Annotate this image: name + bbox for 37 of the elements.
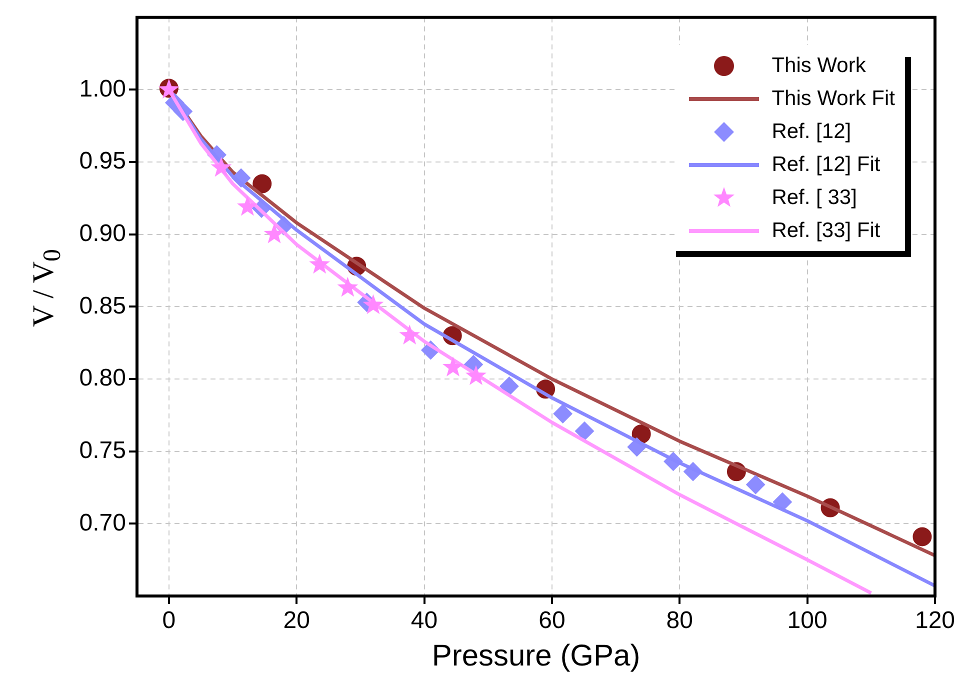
y-tick-label: 0.80: [79, 364, 126, 392]
point: [746, 475, 766, 494]
point: [210, 156, 232, 177]
y-tick-label: 0.85: [79, 292, 126, 320]
point: [337, 276, 358, 297]
x-tick-label: 20: [283, 607, 310, 634]
x-tick-label: 120: [914, 607, 956, 634]
legend-label: Ref. [ 33]: [772, 186, 857, 210]
x-axis-title: Pressure (GPa): [432, 639, 640, 672]
point: [553, 404, 572, 424]
legend-label: Ref. [12] Fit: [772, 152, 880, 177]
point: [912, 527, 932, 546]
point: [309, 254, 330, 274]
y-tick-label: 1.00: [79, 75, 126, 102]
x-tick-label: 100: [787, 607, 828, 634]
legend-label: This Work Fit: [772, 86, 895, 111]
x-tick-label: 40: [410, 607, 438, 634]
y-tick-label: 0.75: [79, 436, 126, 464]
point: [236, 196, 258, 216]
point: [772, 492, 792, 512]
y-tick-label: 0.90: [79, 220, 126, 247]
point: [575, 422, 594, 441]
y-tick-label: 0.95: [79, 148, 126, 175]
point: [399, 324, 420, 345]
y-tick-label: 0.70: [79, 509, 126, 536]
point: [252, 174, 272, 194]
point: [442, 356, 464, 376]
x-tick-label: 80: [666, 607, 693, 634]
point: [500, 376, 519, 396]
legend-label: This Work: [772, 54, 866, 78]
legend-label: Ref. [33] Fit: [772, 218, 880, 243]
point: [466, 365, 486, 386]
x-tick-label: 0: [162, 607, 176, 634]
point: [362, 294, 384, 314]
x-tick-label: 60: [538, 607, 566, 634]
point: [264, 223, 285, 244]
legend-label: Ref. [12]: [772, 120, 852, 144]
